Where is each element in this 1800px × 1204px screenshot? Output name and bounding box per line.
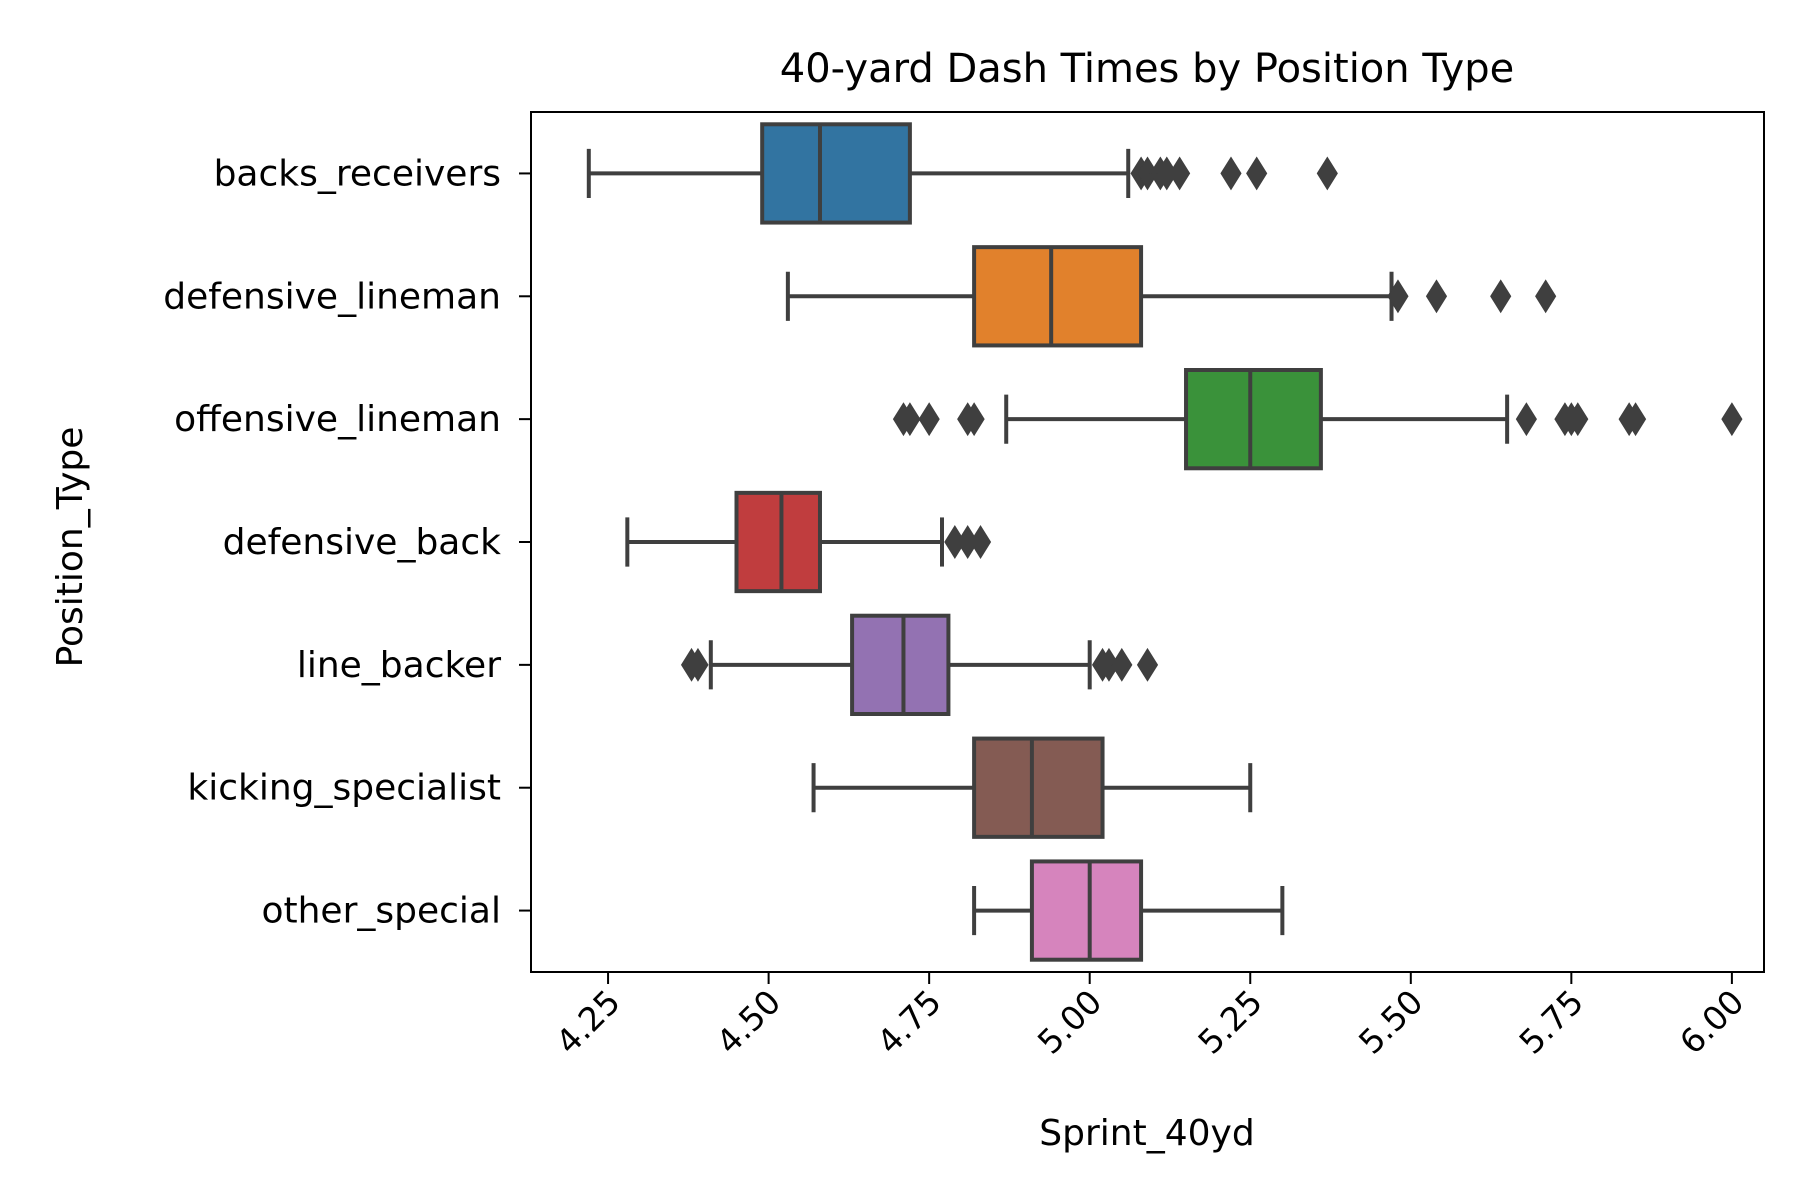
outlier-point	[969, 525, 992, 559]
plot-layer: 4.25 4.50 4.75 5.00 5.25 5.50 5.75 6.00 backs_re…	[163, 122, 1752, 1062]
box-group-backs_receivers: backs_receivers	[214, 122, 1338, 225]
iqr-box	[1184, 368, 1323, 471]
y-axis-label: Position_Type	[50, 427, 91, 668]
box-group-defensive_back: defensive_back	[223, 490, 992, 594]
y-tick-label: backs_receivers	[214, 153, 501, 194]
chart-title: 40-yard Dash Times by Position Type	[780, 46, 1514, 92]
outlier-point	[1387, 279, 1409, 314]
outlier-point	[1721, 402, 1743, 437]
y-tick-label: defensive_back	[223, 522, 502, 563]
y-tick-label: line_backer	[297, 645, 501, 686]
x-tick-label: 4.50	[709, 982, 789, 1062]
outlier-point	[1490, 279, 1512, 314]
outlier-point	[687, 647, 709, 682]
x-tick-label: 4.75	[869, 982, 949, 1062]
outlier-point	[1535, 279, 1557, 314]
iqr-box	[972, 245, 1144, 348]
x-axis-label: Sprint_40yd	[1039, 1113, 1254, 1154]
x-tick-label: 6.00	[1672, 982, 1752, 1062]
outlier-point	[1425, 279, 1448, 314]
outlier-point	[1316, 156, 1338, 191]
outlier-point	[1169, 156, 1191, 191]
outlier-point	[918, 402, 940, 437]
outlier-point	[1111, 647, 1133, 682]
box-group-other_special: other_special	[261, 859, 1285, 962]
iqr-box	[972, 736, 1105, 839]
x-tick-label: 4.25	[548, 982, 628, 1062]
outlier-point	[1246, 156, 1268, 191]
plot-frame	[530, 111, 1765, 973]
x-tick-label: 5.25	[1190, 982, 1270, 1062]
outlier-point	[1624, 402, 1647, 437]
outlier-point	[899, 402, 921, 437]
outlier-point	[1515, 402, 1537, 437]
box-group-offensive_lineman: offensive_lineman	[174, 368, 1743, 471]
y-tick-label: defensive_lineman	[163, 276, 501, 317]
box-group-kicking_specialist: kicking_specialist	[187, 736, 1253, 839]
x-tick-label: 5.00	[1030, 982, 1110, 1062]
outlier-point	[1567, 402, 1589, 437]
y-tick-label: other_special	[261, 891, 501, 932]
iqr-box	[734, 490, 822, 594]
y-tick-label: kicking_specialist	[187, 768, 501, 809]
iqr-box	[1029, 859, 1144, 962]
y-tick-label: offensive_lineman	[174, 399, 501, 440]
box-group-defensive_lineman: defensive_lineman	[163, 245, 1557, 348]
outlier-point	[963, 402, 985, 437]
x-tick-label: 5.50	[1351, 982, 1431, 1062]
outlier-point	[1220, 156, 1242, 191]
iqr-box	[850, 613, 951, 717]
iqr-box	[760, 122, 912, 225]
x-tick-label: 5.75	[1511, 982, 1591, 1062]
outlier-point	[1136, 647, 1159, 682]
box-group-line_backer: line_backer	[297, 613, 1159, 717]
